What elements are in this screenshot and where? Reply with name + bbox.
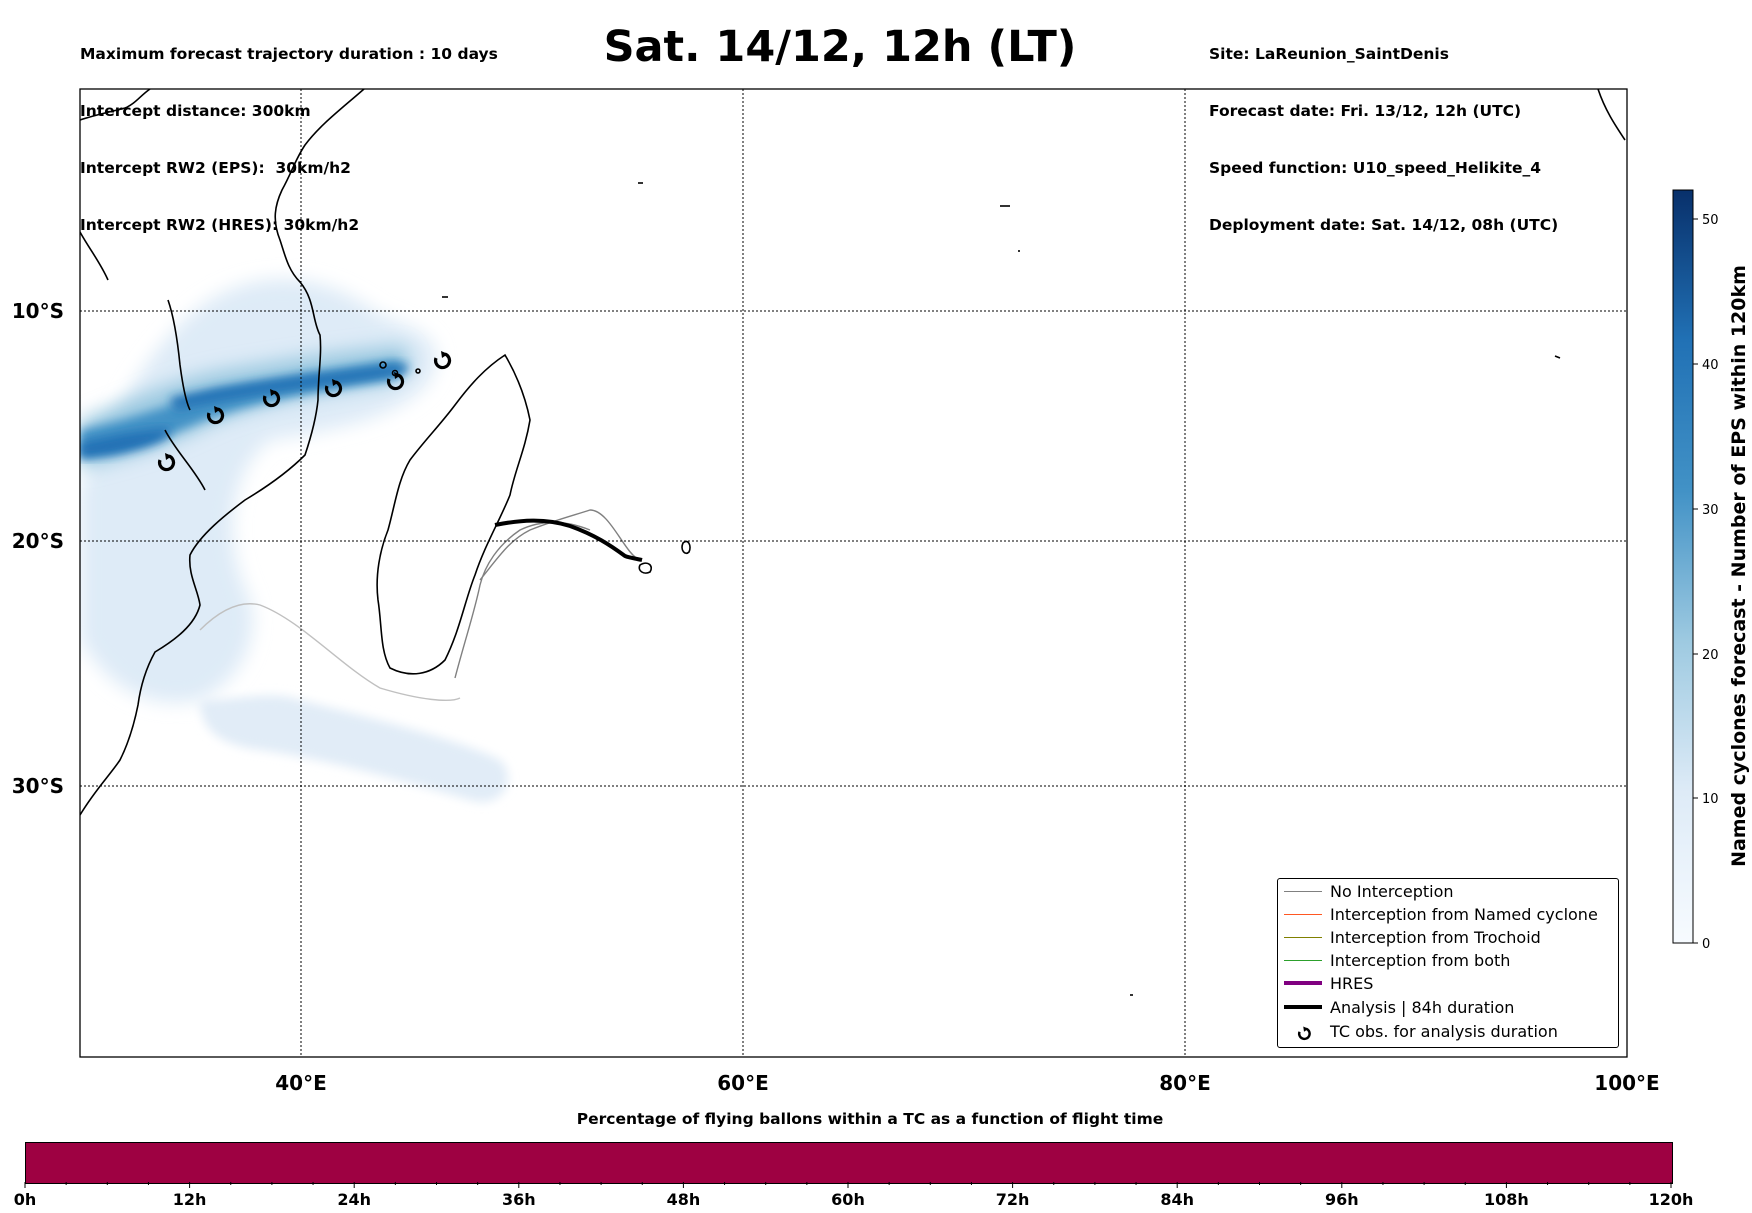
no-interception-track [479, 509, 641, 581]
legend-item-tc-obs: TC obs. for analysis duration [1278, 1021, 1618, 1043]
speed-function-text: Speed function: U10_speed_Helikite_4 [1209, 159, 1542, 177]
legend-item-named-cyclone: Interception from Named cyclone [1278, 904, 1618, 926]
gridlines [80, 89, 1627, 1057]
legend-item-hres: HRES [1278, 973, 1618, 995]
header-right: Site: LaReunion_SaintDenis Forecast date… [1209, 7, 1558, 254]
page-title: Sat. 14/12, 12h (LT) [603, 22, 1077, 72]
colorbar-gradient [1672, 189, 1694, 944]
bottom-tick-label: 108h [1483, 1190, 1529, 1209]
bottom-bar-ticks [24, 1182, 1672, 1188]
bottom-tick-label: 36h [501, 1190, 536, 1209]
no-interception-track-light [199, 603, 461, 702]
colorbar-ticks [1693, 218, 1698, 944]
legend-item-trochoid: Interception from Trochoid [1278, 927, 1618, 949]
no-interception-track-2 [454, 521, 591, 679]
cb-tick-0: 0 [1702, 937, 1710, 952]
cb-tick-30: 30 [1702, 503, 1719, 518]
max-duration-text: Maximum forecast trajectory duration : 1… [80, 45, 498, 63]
cb-tick-50: 50 [1702, 213, 1719, 228]
trajectories [199, 509, 643, 702]
lon-label-60: 60°E [717, 1071, 769, 1095]
legend-item-both: Interception from both [1278, 950, 1618, 972]
bottom-tick-label: 84h [1160, 1190, 1195, 1209]
bottom-tick-label: 12h [172, 1190, 207, 1209]
bottom-tick-label: 96h [1324, 1190, 1359, 1209]
lat-label-30: 30°S [12, 774, 64, 798]
legend-item-analysis: Analysis | 84h duration [1278, 997, 1618, 1019]
eps-density-field [80, 279, 509, 802]
colorbar: 0 10 20 30 40 50 Named cyclones forecast… [1672, 189, 1750, 952]
bottom-tick-label: 72h [995, 1190, 1030, 1209]
site-text: Site: LaReunion_SaintDenis [1209, 45, 1449, 63]
colorbar-label: Named cyclones forecast - Number of EPS … [1728, 265, 1750, 867]
flight-time-bar [25, 1142, 1673, 1184]
bottom-tick-label: 24h [337, 1190, 372, 1209]
analysis-track [494, 518, 643, 562]
bottom-tick-label: 0h [13, 1190, 37, 1209]
lon-labels: 40°E 60°E 80°E 100°E [275, 1071, 1659, 1095]
legend-item-no-interception: No Interception [1278, 881, 1618, 903]
lat-label-20: 20°S [12, 529, 64, 553]
bottom-tick-label: 48h [666, 1190, 701, 1209]
cyclone-symbol-icon [1297, 1026, 1311, 1041]
cb-tick-40: 40 [1702, 358, 1719, 373]
lon-label-100: 100°E [1594, 1071, 1659, 1095]
lon-label-80: 80°E [1159, 1071, 1211, 1095]
lat-label-10: 10°S [12, 299, 64, 323]
header-left: Maximum forecast trajectory duration : 1… [80, 7, 498, 254]
intercept-distance-text: Intercept distance: 300km [80, 102, 311, 120]
lon-label-40: 40°E [275, 1071, 327, 1095]
coastlines [80, 89, 1626, 996]
intercept-eps-text: Intercept RW2 (EPS): 30km/h2 [80, 159, 351, 177]
cb-tick-20: 20 [1702, 648, 1719, 663]
map-area [80, 89, 1627, 1057]
legend: No Interception Interception from Named … [1277, 878, 1619, 1048]
intercept-hres-text: Intercept RW2 (HRES): 30km/h2 [80, 216, 360, 234]
bottom-bar-title: Percentage of flying ballons within a TC… [576, 1110, 1164, 1128]
map-frame [79, 88, 1628, 1058]
deployment-date-text: Deployment date: Sat. 14/12, 08h (UTC) [1209, 216, 1559, 234]
bottom-tick-label: 60h [831, 1190, 865, 1209]
bottom-tick-label: 120h [1648, 1190, 1694, 1209]
cb-tick-10: 10 [1702, 792, 1719, 807]
lat-labels: 10°S 20°S 30°S [12, 299, 64, 798]
forecast-date-text: Forecast date: Fri. 13/12, 12h (UTC) [1209, 102, 1522, 120]
